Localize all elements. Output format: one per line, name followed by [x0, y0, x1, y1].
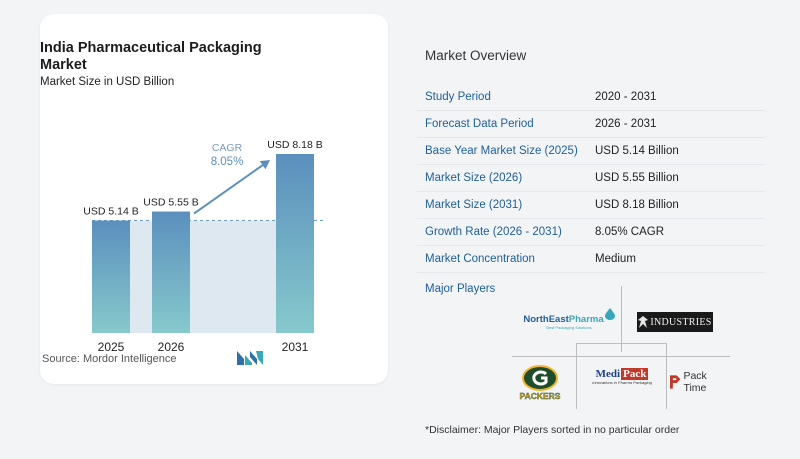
source-text: Source: Mordor Intelligence — [42, 353, 177, 365]
grid-divider — [576, 343, 577, 409]
overview-value: 2020 - 2031 — [595, 91, 657, 103]
x-tick-label-2025: 2025 — [98, 340, 125, 354]
grid-divider — [576, 343, 666, 344]
chart-subtitle: Market Size in USD Billion — [40, 76, 175, 88]
cagr-arrowhead-icon — [259, 160, 270, 170]
overview-value: USD 5.14 Billion — [595, 145, 679, 157]
medipack-text-1: Medi — [595, 367, 621, 380]
x-tick-label-2026: 2026 — [158, 340, 185, 354]
cagr-arrow — [193, 162, 266, 215]
data-label-2025: USD 5.14 B — [83, 206, 138, 218]
grid-divider — [666, 343, 667, 409]
mordor-intelligence-logo-icon — [237, 351, 263, 365]
overview-row-size-2031: Market Size (2031) USD 8.18 Billion — [417, 192, 765, 219]
pack-time-text: Pack Time — [683, 370, 707, 394]
northeast-pharma-tagline: Best Packaging Solutions — [546, 325, 592, 330]
overview-row-study-period: Study Period 2020 - 2031 — [417, 84, 765, 111]
market-overview-title: Market Overview — [425, 48, 527, 63]
overview-label: Market Concentration — [425, 253, 535, 265]
eagle-emblem-icon — [638, 316, 649, 328]
industries-text: INDUSTRIES — [650, 316, 712, 328]
bar-chart: USD 5.14 B USD 5.55 B USD 8.18 B 2025 2026 2… — [83, 139, 326, 354]
medipack-logo: Medi Pack Innovations in Pharma Packagin… — [584, 362, 660, 390]
grid-divider — [512, 356, 730, 357]
northeast-pharma-logo: NorthEast Pharma Best Packaging Solution… — [523, 302, 615, 336]
overview-value: 2026 - 2031 — [595, 118, 657, 130]
x-tick-label-2031: 2031 — [282, 340, 309, 354]
overview-label: Market Size (2031) — [425, 199, 523, 211]
overview-label: Growth Rate (2026 - 2031) — [425, 226, 562, 238]
pack-time-arrow-icon — [670, 375, 681, 389]
bar-2026 — [152, 211, 190, 333]
data-label-2031: USD 8.18 B — [267, 139, 322, 151]
grid-divider — [621, 286, 622, 352]
northeast-pharma-text-1: NorthEast — [523, 314, 569, 325]
chart-title: India Pharmaceutical Packaging Market — [40, 40, 262, 73]
overview-row-base-year: Base Year Market Size (2025) USD 5.14 Bil… — [417, 138, 765, 165]
overview-label: Market Size (2026) — [425, 172, 523, 184]
overview-label: Study Period — [425, 91, 491, 103]
cagr-value: 8.05% — [211, 156, 244, 168]
medipack-tagline: Innovations in Pharma Packaging — [592, 379, 652, 385]
overview-value: USD 8.18 Billion — [595, 199, 679, 211]
overview-value: Medium — [595, 253, 636, 265]
industries-logo: INDUSTRIES — [637, 312, 713, 332]
overview-table: Study Period 2020 - 2031 Forecast Data Pe… — [417, 84, 765, 273]
droplet-icon — [604, 308, 615, 320]
overview-label: Forecast Data Period — [425, 118, 534, 130]
pack-time-logo: Pack Time — [670, 370, 730, 394]
overview-label: Base Year Market Size (2025) — [425, 145, 578, 157]
northeast-pharma-text-2: Pharma — [568, 314, 604, 325]
overview-row-size-2026: Market Size (2026) USD 5.55 Billion — [417, 165, 765, 192]
overview-row-growth-rate: Growth Rate (2026 - 2031) 8.05% CAGR — [417, 219, 765, 246]
packers-text: PACKERS — [519, 391, 561, 401]
disclaimer-text: *Disclaimer: Major Players sorted in no … — [425, 424, 680, 436]
overview-value: 8.05% CAGR — [595, 226, 665, 238]
bar-2025 — [92, 220, 130, 333]
overview-row-forecast-period: Forecast Data Period 2026 - 2031 — [417, 111, 765, 138]
packers-g-icon — [522, 365, 558, 391]
cagr-label: CAGR — [212, 142, 243, 154]
bar-2031 — [276, 154, 314, 333]
data-label-2026: USD 5.55 B — [143, 197, 198, 209]
overview-value: USD 5.55 Billion — [595, 172, 679, 184]
medipack-text-2: Pack — [621, 367, 649, 380]
major-players-title: Major Players — [425, 283, 496, 295]
overview-row-concentration: Market Concentration Medium — [417, 246, 765, 273]
packers-logo: PACKERS — [519, 362, 561, 404]
